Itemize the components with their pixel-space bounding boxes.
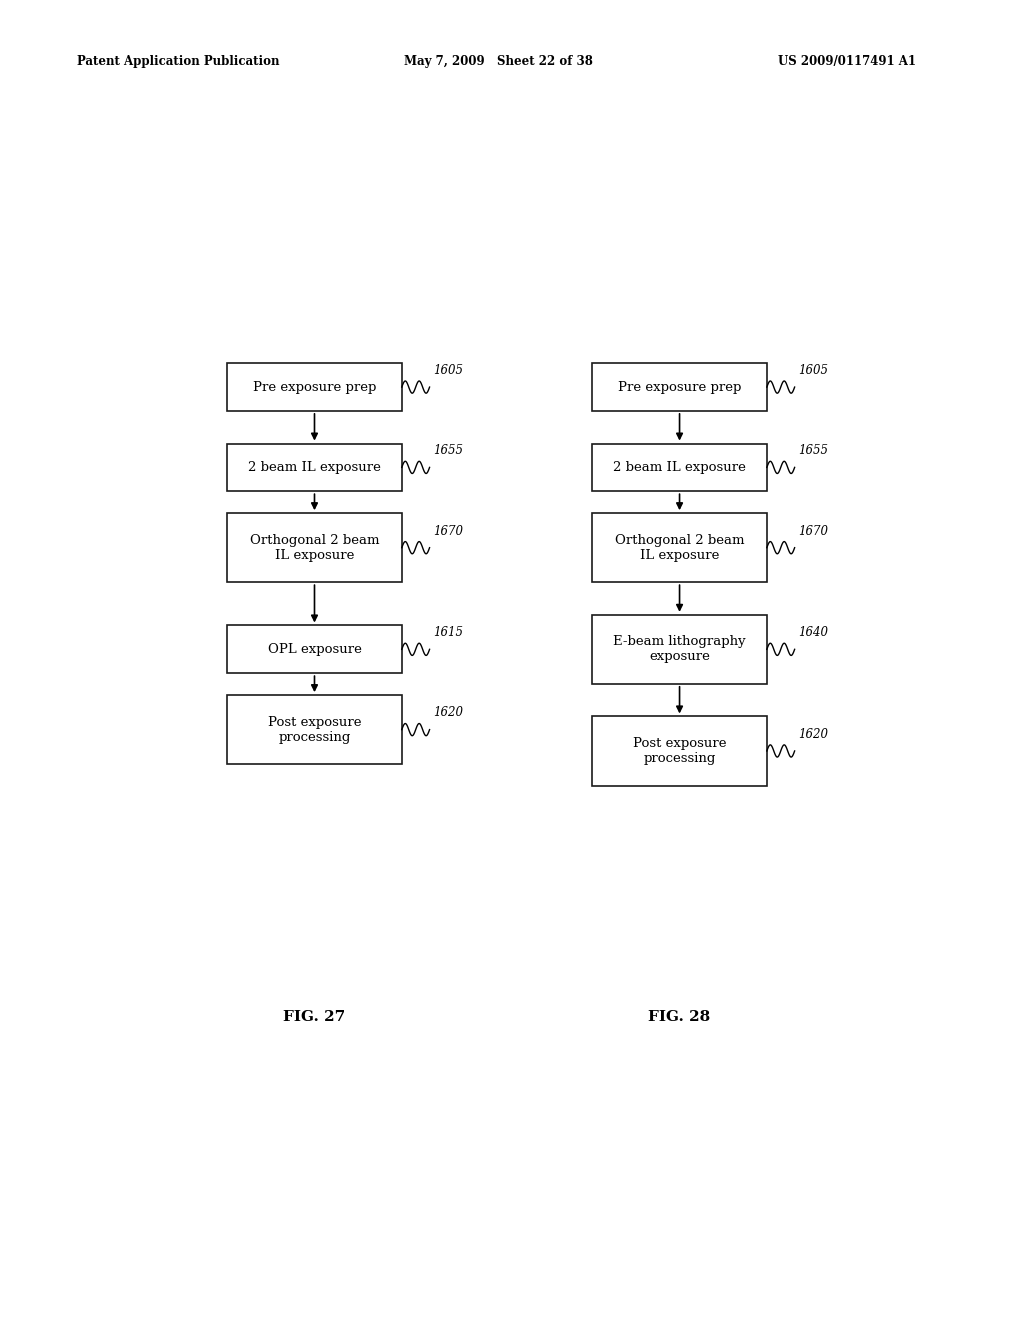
Text: 1615: 1615 xyxy=(433,626,464,639)
Bar xyxy=(592,615,767,684)
Text: US 2009/0117491 A1: US 2009/0117491 A1 xyxy=(778,55,916,69)
Text: 1620: 1620 xyxy=(433,706,464,719)
Text: Orthogonal 2 beam
IL exposure: Orthogonal 2 beam IL exposure xyxy=(614,533,744,562)
Text: Post exposure
processing: Post exposure processing xyxy=(633,737,726,766)
Text: Pre exposure prep: Pre exposure prep xyxy=(253,380,376,393)
Text: Patent Application Publication: Patent Application Publication xyxy=(77,55,280,69)
Text: 1605: 1605 xyxy=(433,364,464,378)
Bar xyxy=(592,444,767,491)
Text: 1620: 1620 xyxy=(799,727,828,741)
Bar xyxy=(227,444,401,491)
Text: 1670: 1670 xyxy=(799,524,828,537)
Bar xyxy=(227,513,401,582)
Bar xyxy=(227,696,401,764)
Text: 2 beam IL exposure: 2 beam IL exposure xyxy=(613,461,746,474)
Text: OPL exposure: OPL exposure xyxy=(267,643,361,656)
Bar xyxy=(592,363,767,411)
Text: May 7, 2009   Sheet 22 of 38: May 7, 2009 Sheet 22 of 38 xyxy=(404,55,593,69)
Text: 2 beam IL exposure: 2 beam IL exposure xyxy=(248,461,381,474)
Text: FIG. 28: FIG. 28 xyxy=(648,1010,711,1024)
Bar xyxy=(227,363,401,411)
Text: Orthogonal 2 beam
IL exposure: Orthogonal 2 beam IL exposure xyxy=(250,533,379,562)
Text: 1655: 1655 xyxy=(433,445,464,457)
Text: 1655: 1655 xyxy=(799,445,828,457)
Bar xyxy=(592,717,767,785)
Text: 1605: 1605 xyxy=(799,364,828,378)
Bar xyxy=(227,626,401,673)
Text: 1670: 1670 xyxy=(433,524,464,537)
Text: FIG. 27: FIG. 27 xyxy=(284,1010,346,1024)
Text: Post exposure
processing: Post exposure processing xyxy=(267,715,361,743)
Text: E-beam lithography
exposure: E-beam lithography exposure xyxy=(613,635,745,664)
Text: Pre exposure prep: Pre exposure prep xyxy=(617,380,741,393)
Text: 1640: 1640 xyxy=(799,626,828,639)
Bar xyxy=(592,513,767,582)
